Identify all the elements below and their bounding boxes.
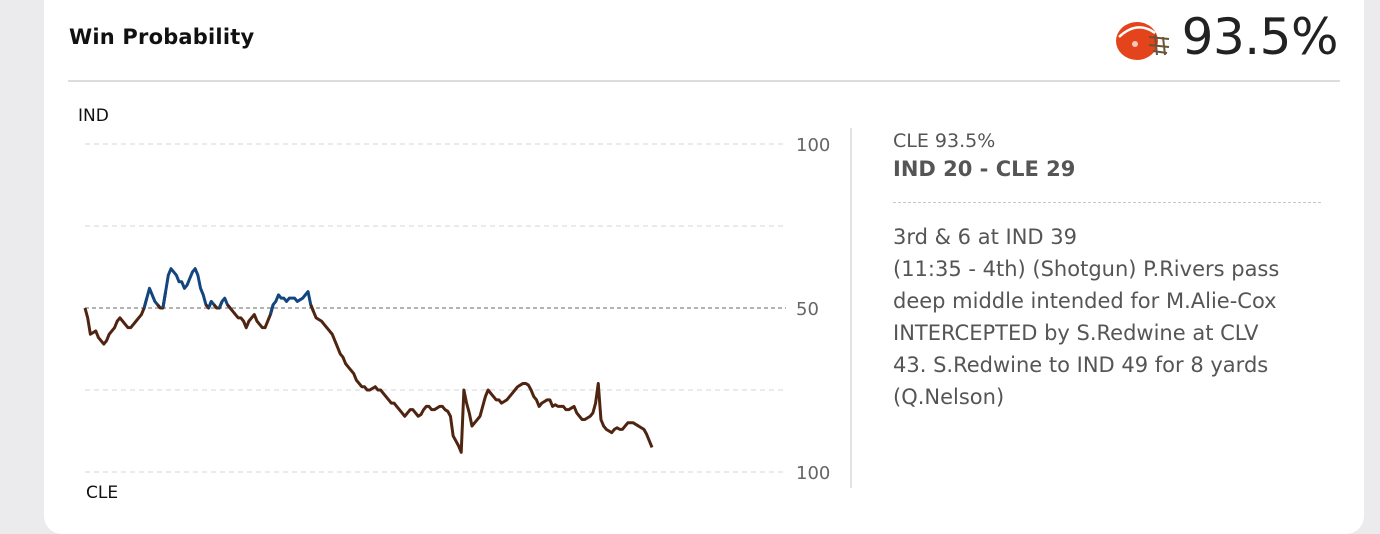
y-tick-label: 100 <box>796 135 830 156</box>
header-divider <box>68 80 1340 82</box>
ind-series-segment <box>161 267 210 309</box>
chart-y-ticks: 100 50 100 <box>796 135 830 484</box>
top-team-label: IND <box>78 106 109 126</box>
chart-series <box>83 267 654 454</box>
win-probability-chart: 100 50 100 <box>83 128 852 488</box>
cle-series-segment <box>83 297 149 346</box>
ind-series-segment <box>268 290 315 315</box>
cle-series-segment <box>226 303 275 330</box>
bottom-team-label: CLE <box>86 483 119 503</box>
leader-probability-text: CLE 93.5% <box>893 130 996 152</box>
score-line: IND 20 - CLE 29 <box>893 157 1076 181</box>
y-tick-label: 50 <box>796 299 819 320</box>
chart-gridlines <box>85 143 786 473</box>
play-line: deep middle intended for M.Alie-Cox <box>893 289 1277 313</box>
y-tick-label: 100 <box>796 463 830 484</box>
play-line: (11:35 - 4th) (Shotgun) P.Rivers pass <box>893 257 1280 281</box>
cle-series-segment <box>309 304 654 454</box>
win-probability-card <box>44 0 1364 534</box>
panel-divider <box>893 202 1321 203</box>
play-line: 43. S.Redwine to IND 49 for 8 yards <box>893 353 1269 377</box>
play-description: 3rd & 6 at IND 39 (11:35 - 4th) (Shotgun… <box>893 221 1323 413</box>
play-line: INTERCEPTED by S.Redwine at CLV <box>893 321 1259 345</box>
browns-helmet-icon <box>1116 22 1170 60</box>
card-title: Win Probability <box>69 25 255 49</box>
play-detail-panel: CLE 93.5% IND 20 - CLE 29 3rd & 6 at IND… <box>893 128 1323 413</box>
leader-win-probability: 93.5% <box>1181 8 1339 66</box>
down-distance: 3rd & 6 at IND 39 <box>893 225 1077 249</box>
play-line: (Q.Nelson) <box>893 385 1005 409</box>
